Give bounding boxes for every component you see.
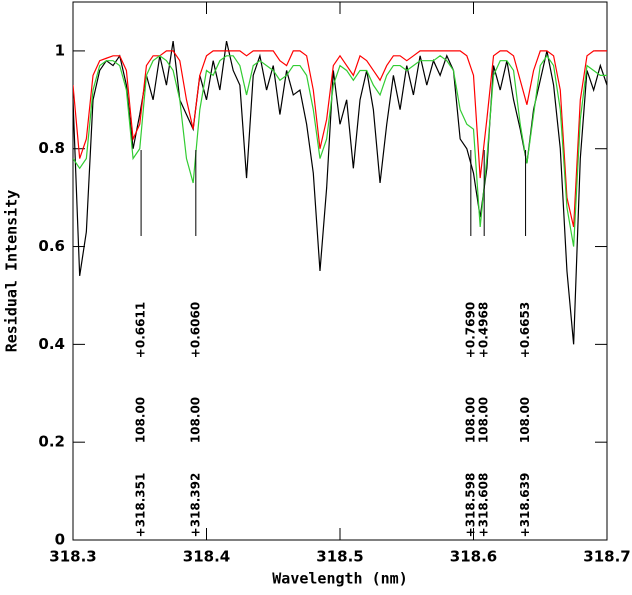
y-tick-label: 0.8 <box>38 139 65 157</box>
line-annotation: +0.6060 <box>188 302 202 358</box>
line-annotation: +318.392 <box>188 473 202 538</box>
line-annotation: 108.00 <box>477 397 491 443</box>
y-tick-label: 0.6 <box>38 237 65 255</box>
x-tick-label: 318.6 <box>450 548 497 566</box>
spectrum-line <box>73 40 607 345</box>
y-tick-label: 0.4 <box>38 335 65 353</box>
x-tick-label: 318.4 <box>183 548 230 566</box>
line-annotation: 108.00 <box>463 397 477 443</box>
line-annotation: 108.00 <box>518 397 532 443</box>
line-annotation: +318.608 <box>477 473 491 538</box>
line-annotation: +318.639 <box>518 473 532 538</box>
x-tick-label: 318.3 <box>49 548 96 566</box>
spectrum-line <box>73 50 607 228</box>
x-tick-label: 318.7 <box>583 548 630 566</box>
spectrum-line <box>73 54 607 247</box>
line-annotation: +318.598 <box>463 473 477 538</box>
y-tick-label: 0 <box>55 531 65 549</box>
line-annotation: +0.4968 <box>477 302 491 358</box>
line-annotation: +0.6653 <box>518 302 532 358</box>
line-annotation: +318.351 <box>134 473 148 538</box>
line-annotation: 108.00 <box>134 397 148 443</box>
x-tick-label: 318.5 <box>316 548 363 566</box>
line-annotation: +0.6611 <box>134 302 148 358</box>
y-tick-label: 1 <box>55 41 65 59</box>
x-axis-label: Wavelength (nm) <box>272 570 407 588</box>
y-tick-label: 0.2 <box>38 433 65 451</box>
plot-frame <box>72 1 608 541</box>
y-axis-label: Residual Intensity <box>3 190 21 353</box>
line-annotation: 108.00 <box>188 397 202 443</box>
line-annotation: +0.7690 <box>463 302 477 358</box>
